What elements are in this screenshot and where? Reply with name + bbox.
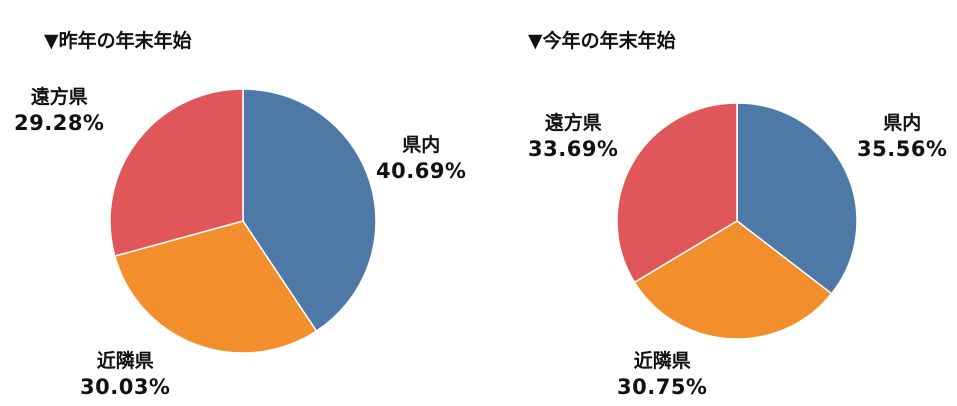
pie-slice-enpo <box>616 102 738 284</box>
slice-percent: 30.03% <box>80 374 171 399</box>
slice-name: 遠方県 <box>544 112 602 134</box>
slice-percent: 33.69% <box>528 136 619 161</box>
slice-label-kennai-this-year: 県内 35.56% <box>857 112 947 162</box>
slice-name: 遠方県 <box>30 86 88 108</box>
slice-name: 近隣県 <box>96 350 154 372</box>
slice-name: 近隣県 <box>633 350 691 372</box>
pie-slice-kinrin <box>114 220 318 354</box>
slice-percent: 29.28% <box>14 110 105 135</box>
chart-title-this-year: ▼今年の年末年始 <box>528 30 676 52</box>
slice-percent: 40.69% <box>376 158 467 183</box>
slice-label-kennai-last-year: 県内 40.69% <box>376 134 466 184</box>
pie-slice-kinrin <box>633 220 833 340</box>
slice-name: 県内 <box>883 112 922 134</box>
slice-label-enpo-this-year: 遠方県 33.69% <box>528 112 618 162</box>
chart-title-last-year: ▼昨年の年末年始 <box>44 30 192 52</box>
slice-percent: 30.75% <box>617 374 708 399</box>
slice-name: 県内 <box>402 134 441 156</box>
slice-label-kinrin-this-year: 近隣県 30.75% <box>617 350 707 400</box>
pie-chart-this-year <box>616 102 858 340</box>
slice-label-enpo-last-year: 遠方県 29.28% <box>14 86 104 136</box>
pie-slice-enpo <box>109 88 244 257</box>
slice-label-kinrin-last-year: 近隣県 30.03% <box>80 350 170 400</box>
slice-percent: 35.56% <box>857 136 948 161</box>
pie-slice-kennai <box>736 102 858 295</box>
pie-chart-last-year <box>109 88 377 354</box>
